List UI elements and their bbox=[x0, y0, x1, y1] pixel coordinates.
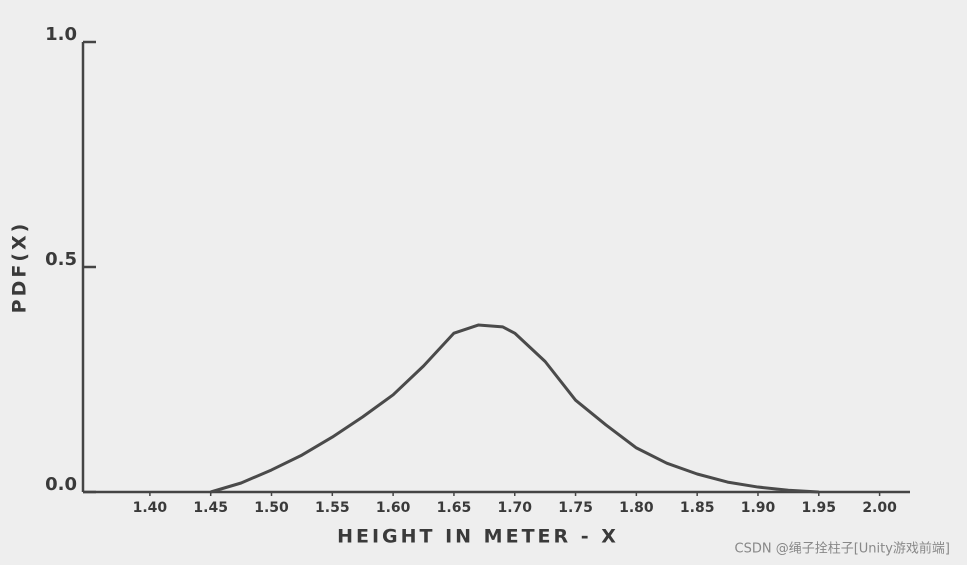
x-tick-label: 1.90 bbox=[741, 500, 776, 516]
line bbox=[210, 323, 819, 494]
x-tick-label: 1.65 bbox=[437, 500, 472, 516]
x-tick-label: 2.00 bbox=[862, 500, 897, 516]
x-tick-label: 1.55 bbox=[315, 500, 350, 516]
x-tick-label: 1.60 bbox=[376, 500, 411, 516]
x-tick-label: 1.80 bbox=[619, 500, 654, 516]
y-tick-label: 1.0 bbox=[45, 24, 77, 45]
x-tick-label: 1.95 bbox=[802, 500, 837, 516]
x-tick-label: 1.85 bbox=[680, 500, 715, 516]
x-tick-label: 1.40 bbox=[133, 500, 168, 516]
x-axis-label: HEIGHT IN METER - X bbox=[337, 526, 619, 548]
watermark: CSDN @绳子拴柱子[Unity游戏前端] bbox=[735, 541, 951, 557]
x-tick-label: 1.45 bbox=[193, 500, 228, 516]
y-tick-label: 0.0 bbox=[45, 474, 77, 495]
x-tick-label: 1.70 bbox=[497, 500, 532, 516]
y-tick-label: 0.5 bbox=[45, 249, 77, 270]
x-tick-label: 1.75 bbox=[558, 500, 593, 516]
x-tick-label: 1.50 bbox=[254, 500, 289, 516]
y-axis-label: PDF(X) bbox=[9, 221, 31, 314]
